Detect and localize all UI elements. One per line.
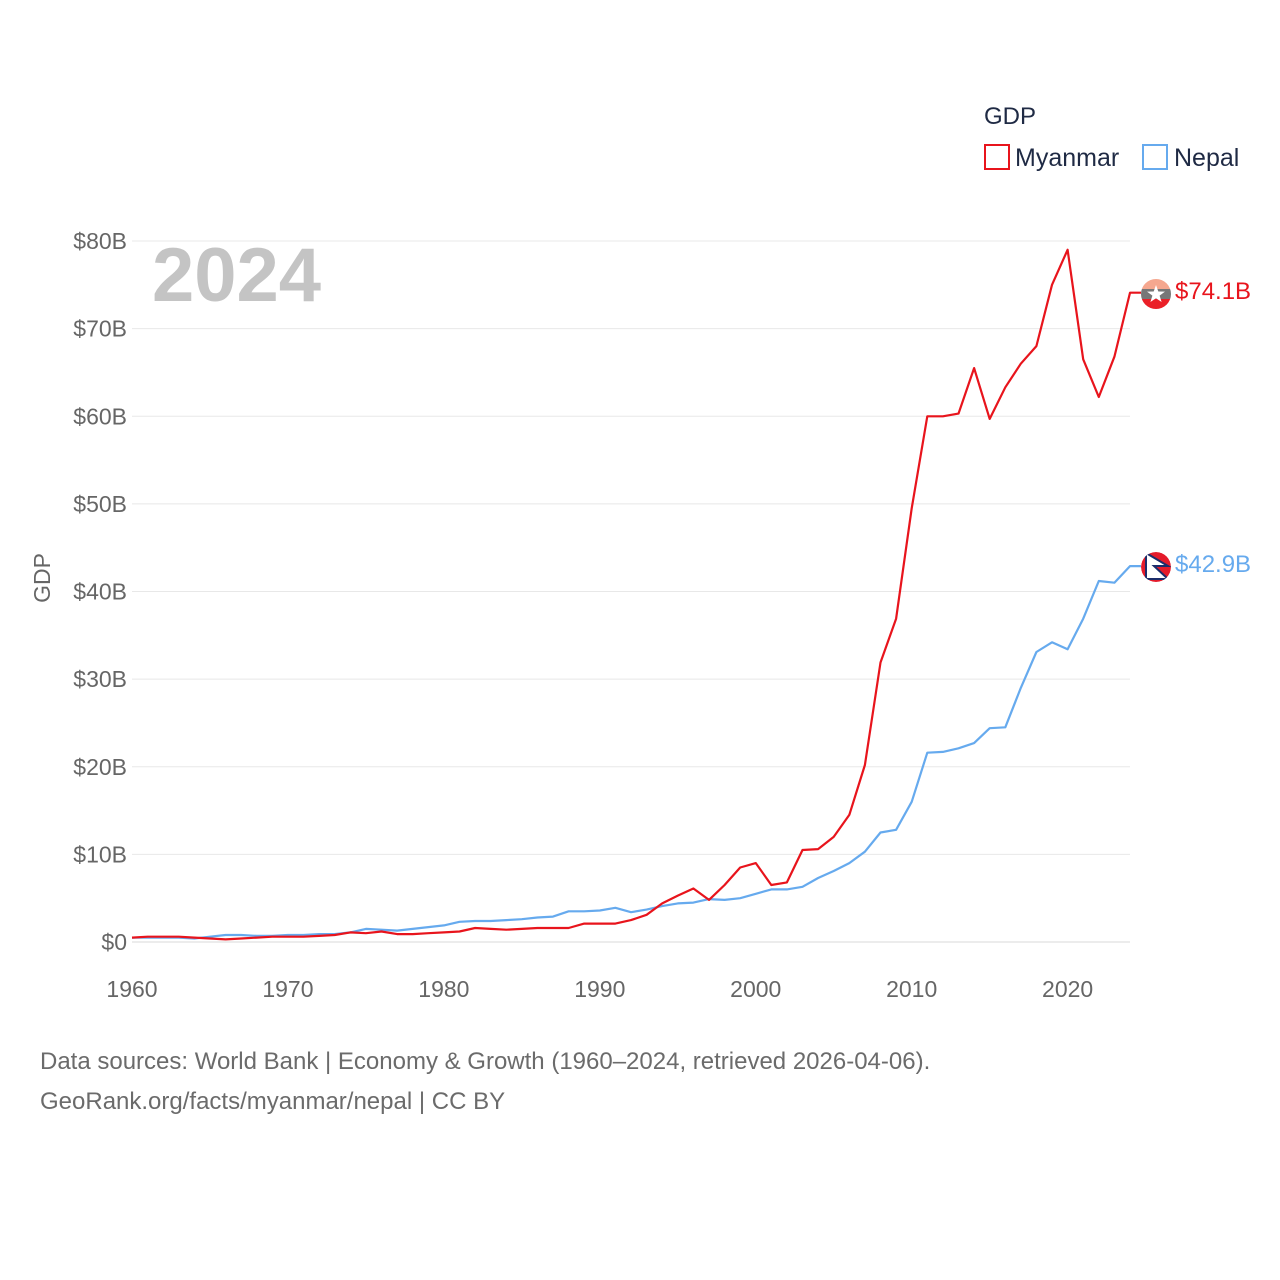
y-axis-ticks: $0 $10B $20B $30B $40B $50B $60B $70B $80B [73, 228, 127, 955]
legend-swatch-nepal [1142, 144, 1168, 170]
footer-source: Data sources: World Bank | Economy & Gro… [40, 1048, 931, 1075]
legend-label-myanmar: Myanmar [1015, 144, 1119, 172]
legend-item-myanmar[interactable]: Myanmar [984, 144, 1119, 172]
series-lines [131, 248, 1141, 941]
y-tick-label: $60B [73, 403, 127, 429]
y-tick-label: $0 [101, 929, 127, 955]
end-label-myanmar: $74.1B [1175, 278, 1251, 305]
series-line-myanmar [131, 248, 1141, 941]
y-tick-label: $50B [73, 491, 127, 517]
legend-label-nepal: Nepal [1174, 144, 1239, 172]
end-label-nepal: $42.9B [1175, 551, 1251, 578]
y-tick-label: $20B [73, 754, 127, 780]
x-tick-label: 2020 [1042, 976, 1093, 1002]
footer: Data sources: World Bank | Economy & Gro… [40, 1042, 930, 1122]
y-tick-label: $80B [73, 228, 127, 254]
x-tick-label: 1970 [262, 976, 313, 1002]
x-tick-label: 2010 [886, 976, 937, 1002]
x-tick-label: 1990 [574, 976, 625, 1002]
legend: GDP Myanmar Nepal [984, 103, 1239, 172]
x-tick-label: 1960 [106, 976, 157, 1002]
y-tick-label: $10B [73, 841, 127, 867]
x-tick-label: 1980 [418, 976, 469, 1002]
legend-item-nepal[interactable]: Nepal [1142, 144, 1239, 172]
legend-swatch-myanmar [984, 144, 1010, 170]
legend-title: GDP [984, 103, 1036, 130]
y-tick-label: $70B [73, 316, 127, 342]
year-label: 2024 [152, 233, 321, 318]
x-tick-label: 2000 [730, 976, 781, 1002]
footer-link[interactable]: GeoRank.org/facts/myanmar/nepal | CC BY [40, 1088, 506, 1115]
y-tick-label: $40B [73, 579, 127, 605]
y-axis-title: GDP [29, 553, 55, 603]
gridlines [132, 240, 1130, 943]
y-tick-label: $30B [73, 666, 127, 692]
series-line-nepal [132, 564, 1141, 940]
x-axis-ticks: 1960 1970 1980 1990 2000 2010 2020 [106, 976, 1093, 1002]
myanmar-flag-icon [1141, 279, 1171, 309]
nepal-flag-icon [1141, 552, 1171, 582]
